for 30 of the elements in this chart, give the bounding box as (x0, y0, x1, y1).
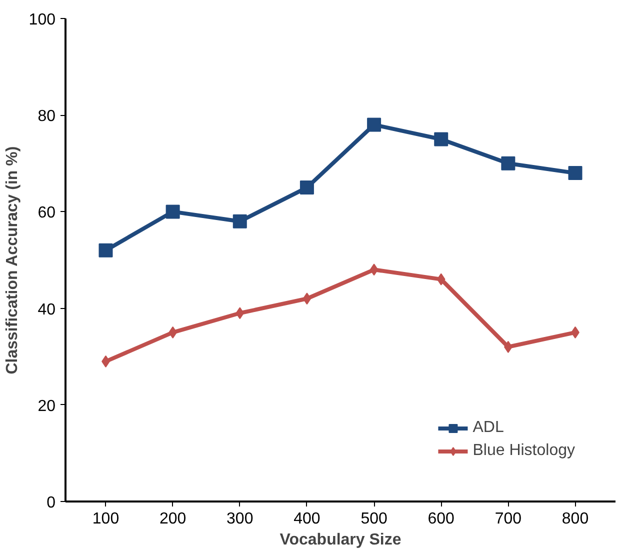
y-tick-label: 20 (38, 398, 56, 415)
x-tick-label: 800 (562, 510, 589, 528)
point (166, 204, 180, 219)
x-tick-label: 100 (92, 510, 120, 528)
y-tick-label: 40 (38, 301, 56, 318)
x-tick-label: 300 (226, 510, 254, 528)
x-tick-label: 700 (494, 510, 522, 528)
x-tick-label: 600 (428, 510, 455, 528)
legend-label: Blue Histology (472, 442, 575, 460)
point (436, 273, 446, 286)
legend-label: ADL (472, 419, 504, 437)
point (302, 292, 312, 305)
point (300, 180, 314, 195)
point (434, 132, 448, 146)
point (370, 264, 378, 276)
x-axis-title: Vocabulary Size (280, 532, 402, 548)
point (98, 243, 113, 258)
y-tick-label: 60 (38, 204, 56, 222)
x-tick-label: 400 (294, 510, 320, 528)
point (236, 307, 244, 320)
x-tick-label: 200 (159, 510, 186, 528)
point (367, 118, 382, 132)
point (501, 156, 516, 170)
point (232, 214, 247, 228)
y-tick-label: 100 (28, 12, 56, 28)
y-tick-label: 80 (38, 108, 56, 126)
y-axis-title: Classification Accuracy (in %) (4, 146, 21, 374)
point (568, 166, 582, 180)
x-tick-label: 500 (360, 510, 388, 528)
y-tick-label: 0 (46, 494, 56, 512)
